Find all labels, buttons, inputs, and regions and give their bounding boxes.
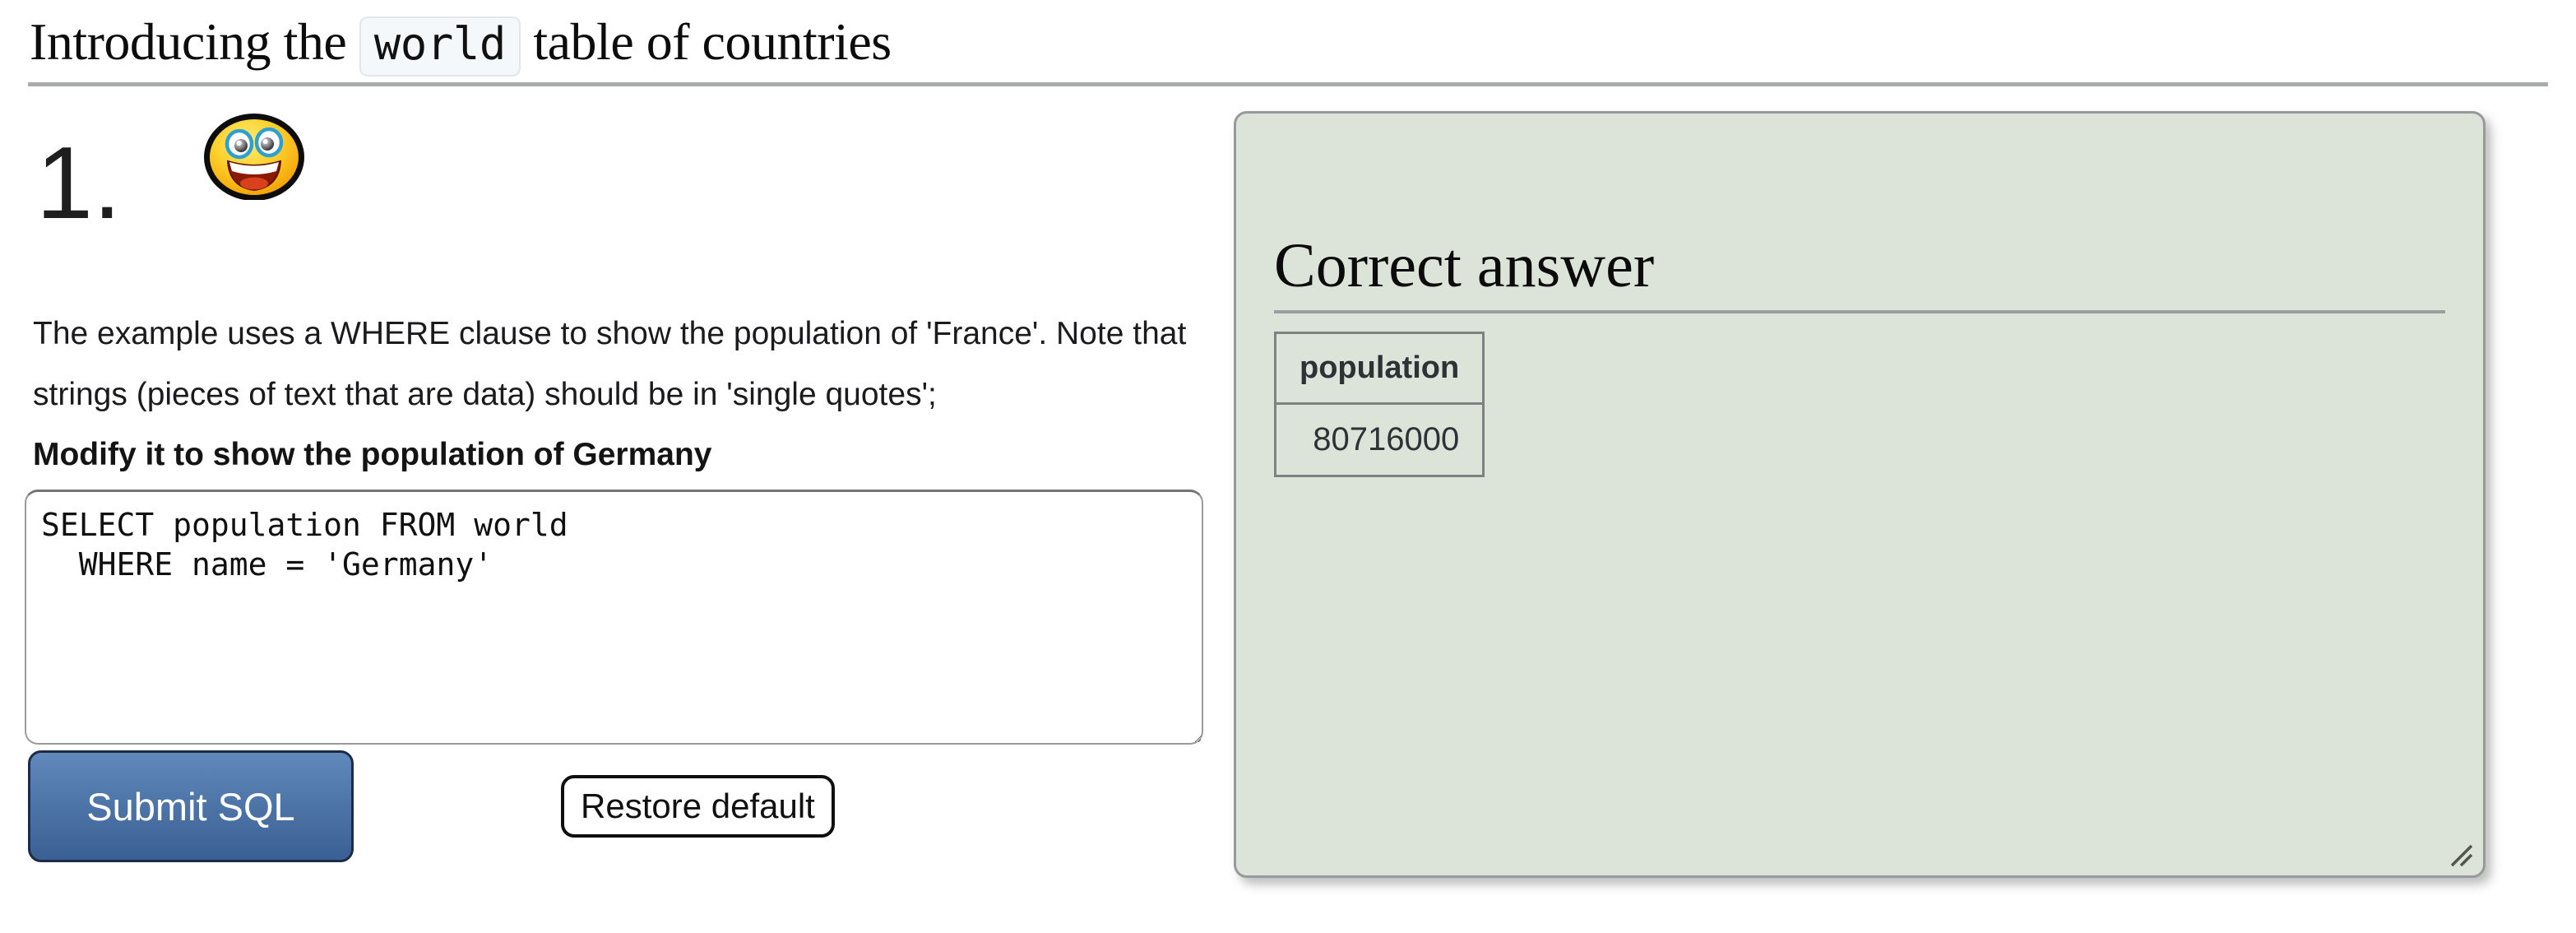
page-title: Introducing the world table of countries (30, 12, 2576, 77)
correct-answer-title: Correct answer (1274, 231, 1655, 300)
result-column-header: population (1273, 332, 1485, 405)
table-header-row: population (1273, 332, 1485, 405)
result-cell: 80716000 (1273, 402, 1485, 477)
page-title-prefix: Introducing the (30, 12, 347, 71)
table-row: 80716000 (1273, 402, 1485, 477)
question-header: 1. (25, 111, 1234, 234)
table-name-code: world (359, 16, 521, 77)
correct-answer-panel: Correct answer population 80716000 (1234, 111, 2486, 878)
sql-editor[interactable]: SELECT population FROM world WHERE name … (25, 490, 1203, 745)
submit-sql-button[interactable]: Submit SQL (28, 750, 354, 862)
restore-default-button[interactable]: Restore default (561, 775, 835, 838)
resize-handle-icon[interactable] (2447, 841, 2476, 870)
smiley-icon (204, 114, 304, 200)
question-number: 1. (36, 127, 122, 240)
exercise-instruction: Modify it to show the population of Germ… (33, 437, 712, 472)
exercise-column: 1. (25, 111, 1234, 863)
page: Introducing the world table of countries… (0, 12, 2576, 878)
panel-divider (1274, 310, 2445, 313)
exercise-description: The example uses a WHERE clause to show … (33, 316, 1187, 412)
main-content: 1. (0, 111, 2576, 878)
page-title-suffix: table of countries (533, 12, 892, 71)
button-row: Submit SQL Restore default (25, 750, 1234, 863)
header-divider (28, 82, 2548, 86)
result-table: population 80716000 (1273, 332, 1485, 477)
